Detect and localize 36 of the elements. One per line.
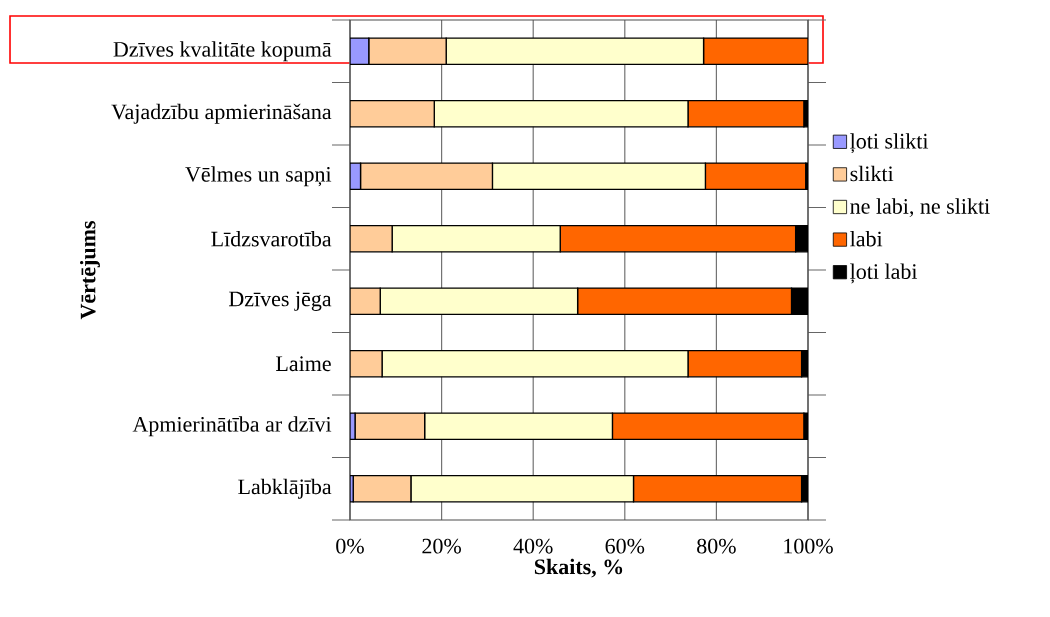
x-tick-label: 0% bbox=[336, 538, 364, 554]
legend-label: ļoti slikti bbox=[850, 133, 929, 154]
legend-label: slikti bbox=[850, 165, 894, 182]
x-tick-label: 40% bbox=[513, 538, 553, 554]
y-tick-label: Līdzsvarotība bbox=[211, 231, 332, 247]
bar bbox=[352, 474, 412, 503]
x-tick-label: 80% bbox=[697, 538, 736, 554]
bar bbox=[350, 287, 381, 316]
bar bbox=[350, 99, 435, 128]
legend-label: labi bbox=[850, 230, 883, 247]
bar bbox=[687, 99, 805, 128]
y-axis-title: Vērtējums bbox=[79, 221, 100, 320]
x-axis-title: Skaits, % bbox=[534, 558, 623, 578]
bar bbox=[559, 224, 797, 253]
x-tick-label: 60% bbox=[605, 538, 645, 554]
bar bbox=[576, 287, 793, 316]
bar bbox=[368, 37, 447, 66]
legend-label: ļoti labi bbox=[850, 263, 918, 284]
y-tick-label: Vēlmes un sapņi bbox=[185, 166, 332, 187]
y-tick-label: Dzīves kvalitāte kopumā bbox=[113, 41, 332, 62]
bar bbox=[687, 349, 803, 378]
y-tick-label: Apmierinātība ar dzīvi bbox=[132, 416, 332, 437]
x-tick-label: 100% bbox=[784, 538, 833, 554]
bar bbox=[359, 162, 494, 191]
bar bbox=[704, 162, 807, 191]
bar bbox=[632, 474, 803, 503]
x-tick-label: 20% bbox=[422, 538, 461, 554]
bar bbox=[354, 412, 426, 441]
y-tick-label: Dzīves jēga bbox=[229, 291, 332, 311]
y-tick-label: Labklājība bbox=[238, 478, 332, 499]
bar bbox=[350, 224, 393, 253]
bar bbox=[611, 412, 805, 441]
y-tick-label: Vajadzību apmierināšana bbox=[111, 103, 332, 124]
y-tick-label: Laime bbox=[276, 356, 331, 372]
legend-label: ne labi, ne slikti bbox=[850, 198, 990, 218]
bar bbox=[702, 37, 808, 66]
